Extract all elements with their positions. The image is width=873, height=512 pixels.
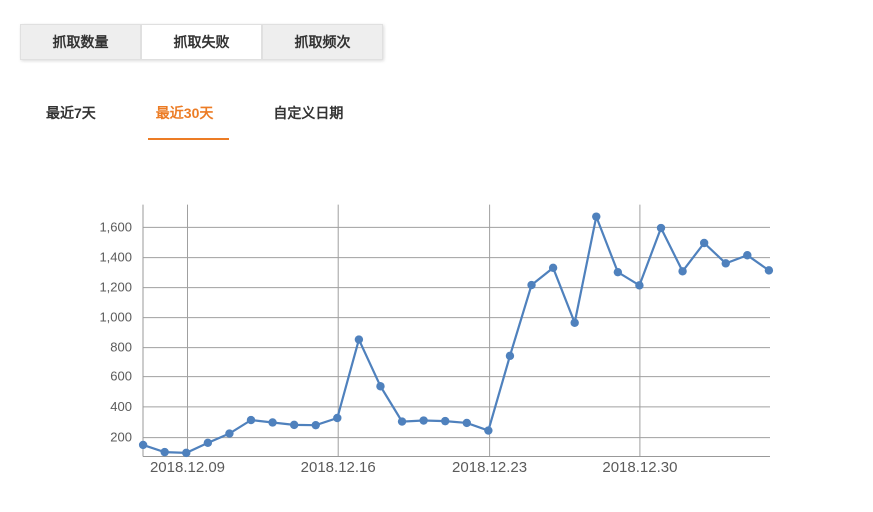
svg-text:2018.12.09: 2018.12.09 bbox=[150, 459, 225, 476]
svg-text:1,200: 1,200 bbox=[99, 280, 132, 295]
svg-text:600: 600 bbox=[110, 369, 132, 384]
svg-text:1,400: 1,400 bbox=[99, 250, 132, 265]
svg-text:2018.12.23: 2018.12.23 bbox=[452, 459, 527, 476]
svg-text:200: 200 bbox=[110, 430, 132, 445]
svg-text:800: 800 bbox=[110, 340, 132, 355]
svg-text:2018.12.30: 2018.12.30 bbox=[602, 459, 677, 476]
svg-text:1,600: 1,600 bbox=[99, 220, 132, 235]
svg-text:1,000: 1,000 bbox=[99, 310, 132, 325]
svg-text:400: 400 bbox=[110, 399, 132, 414]
svg-text:2018.12.16: 2018.12.16 bbox=[301, 459, 376, 476]
